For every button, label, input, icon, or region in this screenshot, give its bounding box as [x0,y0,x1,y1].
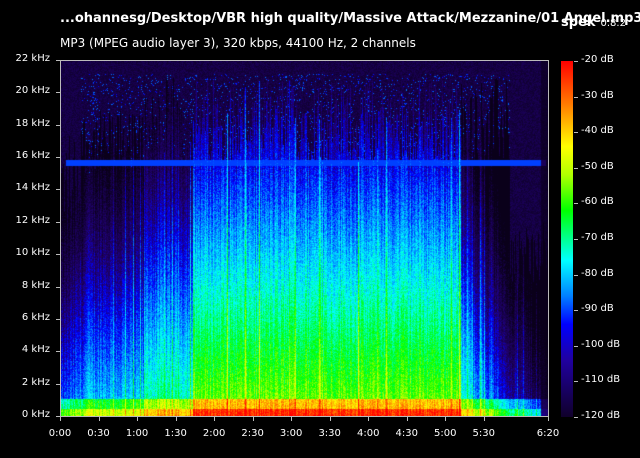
time-tick-mark [137,417,139,421]
time-tick-mark [406,417,408,421]
time-tick-mark [548,417,549,421]
frequency-tick-mark [56,254,60,256]
time-tick-label: 0:00 [48,428,72,439]
frequency-tick-mark [56,383,60,385]
db-tick-label: -60 dB [581,196,614,208]
time-tick-mark [98,417,100,421]
app-version: 0.8.2 [600,18,626,29]
time-tick-mark [483,417,485,421]
db-tick-label: -70 dB [581,232,614,243]
frequency-tick-label: 10 kHz [15,247,50,259]
time-tick-label: 1:00 [125,428,149,439]
time-tick-mark [214,417,216,421]
db-tick-mark [574,381,578,383]
db-tick-label: -90 dB [581,303,614,315]
frequency-tick-mark [56,221,60,223]
db-tick-label: -120 dB [581,410,621,421]
frequency-tick-mark [56,416,60,417]
time-tick-mark [445,417,447,421]
app-name: spek 0.8.2 [561,11,626,30]
time-tick-label: 4:00 [356,428,380,439]
db-tick-label: -30 dB [581,89,614,101]
file-path-title: ...ohannesg/Desktop/VBR high quality/Mas… [60,11,640,26]
frequency-tick-mark [56,157,60,159]
time-tick-label: 2:30 [241,428,264,439]
time-tick-label: 0:30 [87,428,110,439]
db-tick-label: -50 dB [581,160,614,172]
time-tick-label: 3:30 [318,428,341,439]
app-name-label: spek [561,15,596,30]
db-tick-label: -80 dB [581,267,614,279]
frequency-tick-mark [56,92,60,94]
time-tick-label: 4:30 [395,428,418,439]
frequency-tick-label: 20 kHz [15,85,50,97]
db-tick-mark [574,239,578,240]
time-tick-mark [368,417,370,421]
time-tick-label: 5:30 [472,428,496,439]
db-tick-label: -20 dB [581,54,614,65]
time-tick-label: 1:30 [164,428,187,439]
frequency-tick-label: 8 kHz [21,279,50,291]
time-tick-mark [175,417,177,421]
db-tick-mark [574,310,578,312]
db-tick-mark [574,167,578,169]
frequency-tick-mark [56,286,60,288]
db-color-scale [561,61,573,417]
frequency-tick-mark [56,189,60,191]
frequency-tick-mark [56,124,60,126]
frequency-tick-label: 4 kHz [21,344,50,356]
db-tick-mark [574,417,578,418]
frequency-tick-mark [56,351,60,353]
frequency-tick-label: 0 kHz [21,409,50,420]
time-tick-label: 5:00 [434,428,457,439]
db-tick-label: -100 dB [581,338,621,350]
time-tick-mark [291,417,293,421]
frequency-tick-label: 12 kHz [15,214,50,226]
frequency-tick-label: 18 kHz [15,117,50,129]
db-tick-mark [574,61,578,62]
frequency-tick-mark [56,318,60,320]
time-tick-label: 2:00 [202,428,226,439]
file-info: MP3 (MPEG audio layer 3), 320 kbps, 4410… [60,36,416,50]
db-tick-mark [574,132,578,134]
db-tick-mark [574,274,578,276]
frequency-tick-label: 22 kHz [15,53,50,64]
frequency-tick-mark [56,60,60,61]
spectrogram-plot[interactable] [60,60,549,417]
time-tick-label: 6:20 [536,428,560,439]
frequency-tick-label: 14 kHz [15,182,50,194]
spectrogram-canvas [61,61,548,416]
frequency-tick-label: 16 kHz [15,150,50,162]
db-tick-mark [574,96,578,98]
db-tick-label: -110 dB [581,374,621,386]
db-tick-mark [574,345,578,347]
time-tick-label: 3:00 [279,428,303,439]
time-tick-mark [252,417,254,421]
db-tick-label: -40 dB [581,125,614,137]
frequency-tick-label: 6 kHz [21,311,50,323]
frequency-tick-label: 2 kHz [21,376,50,388]
time-tick-mark [329,417,331,421]
db-tick-mark [574,203,578,205]
time-tick-mark [60,417,61,421]
